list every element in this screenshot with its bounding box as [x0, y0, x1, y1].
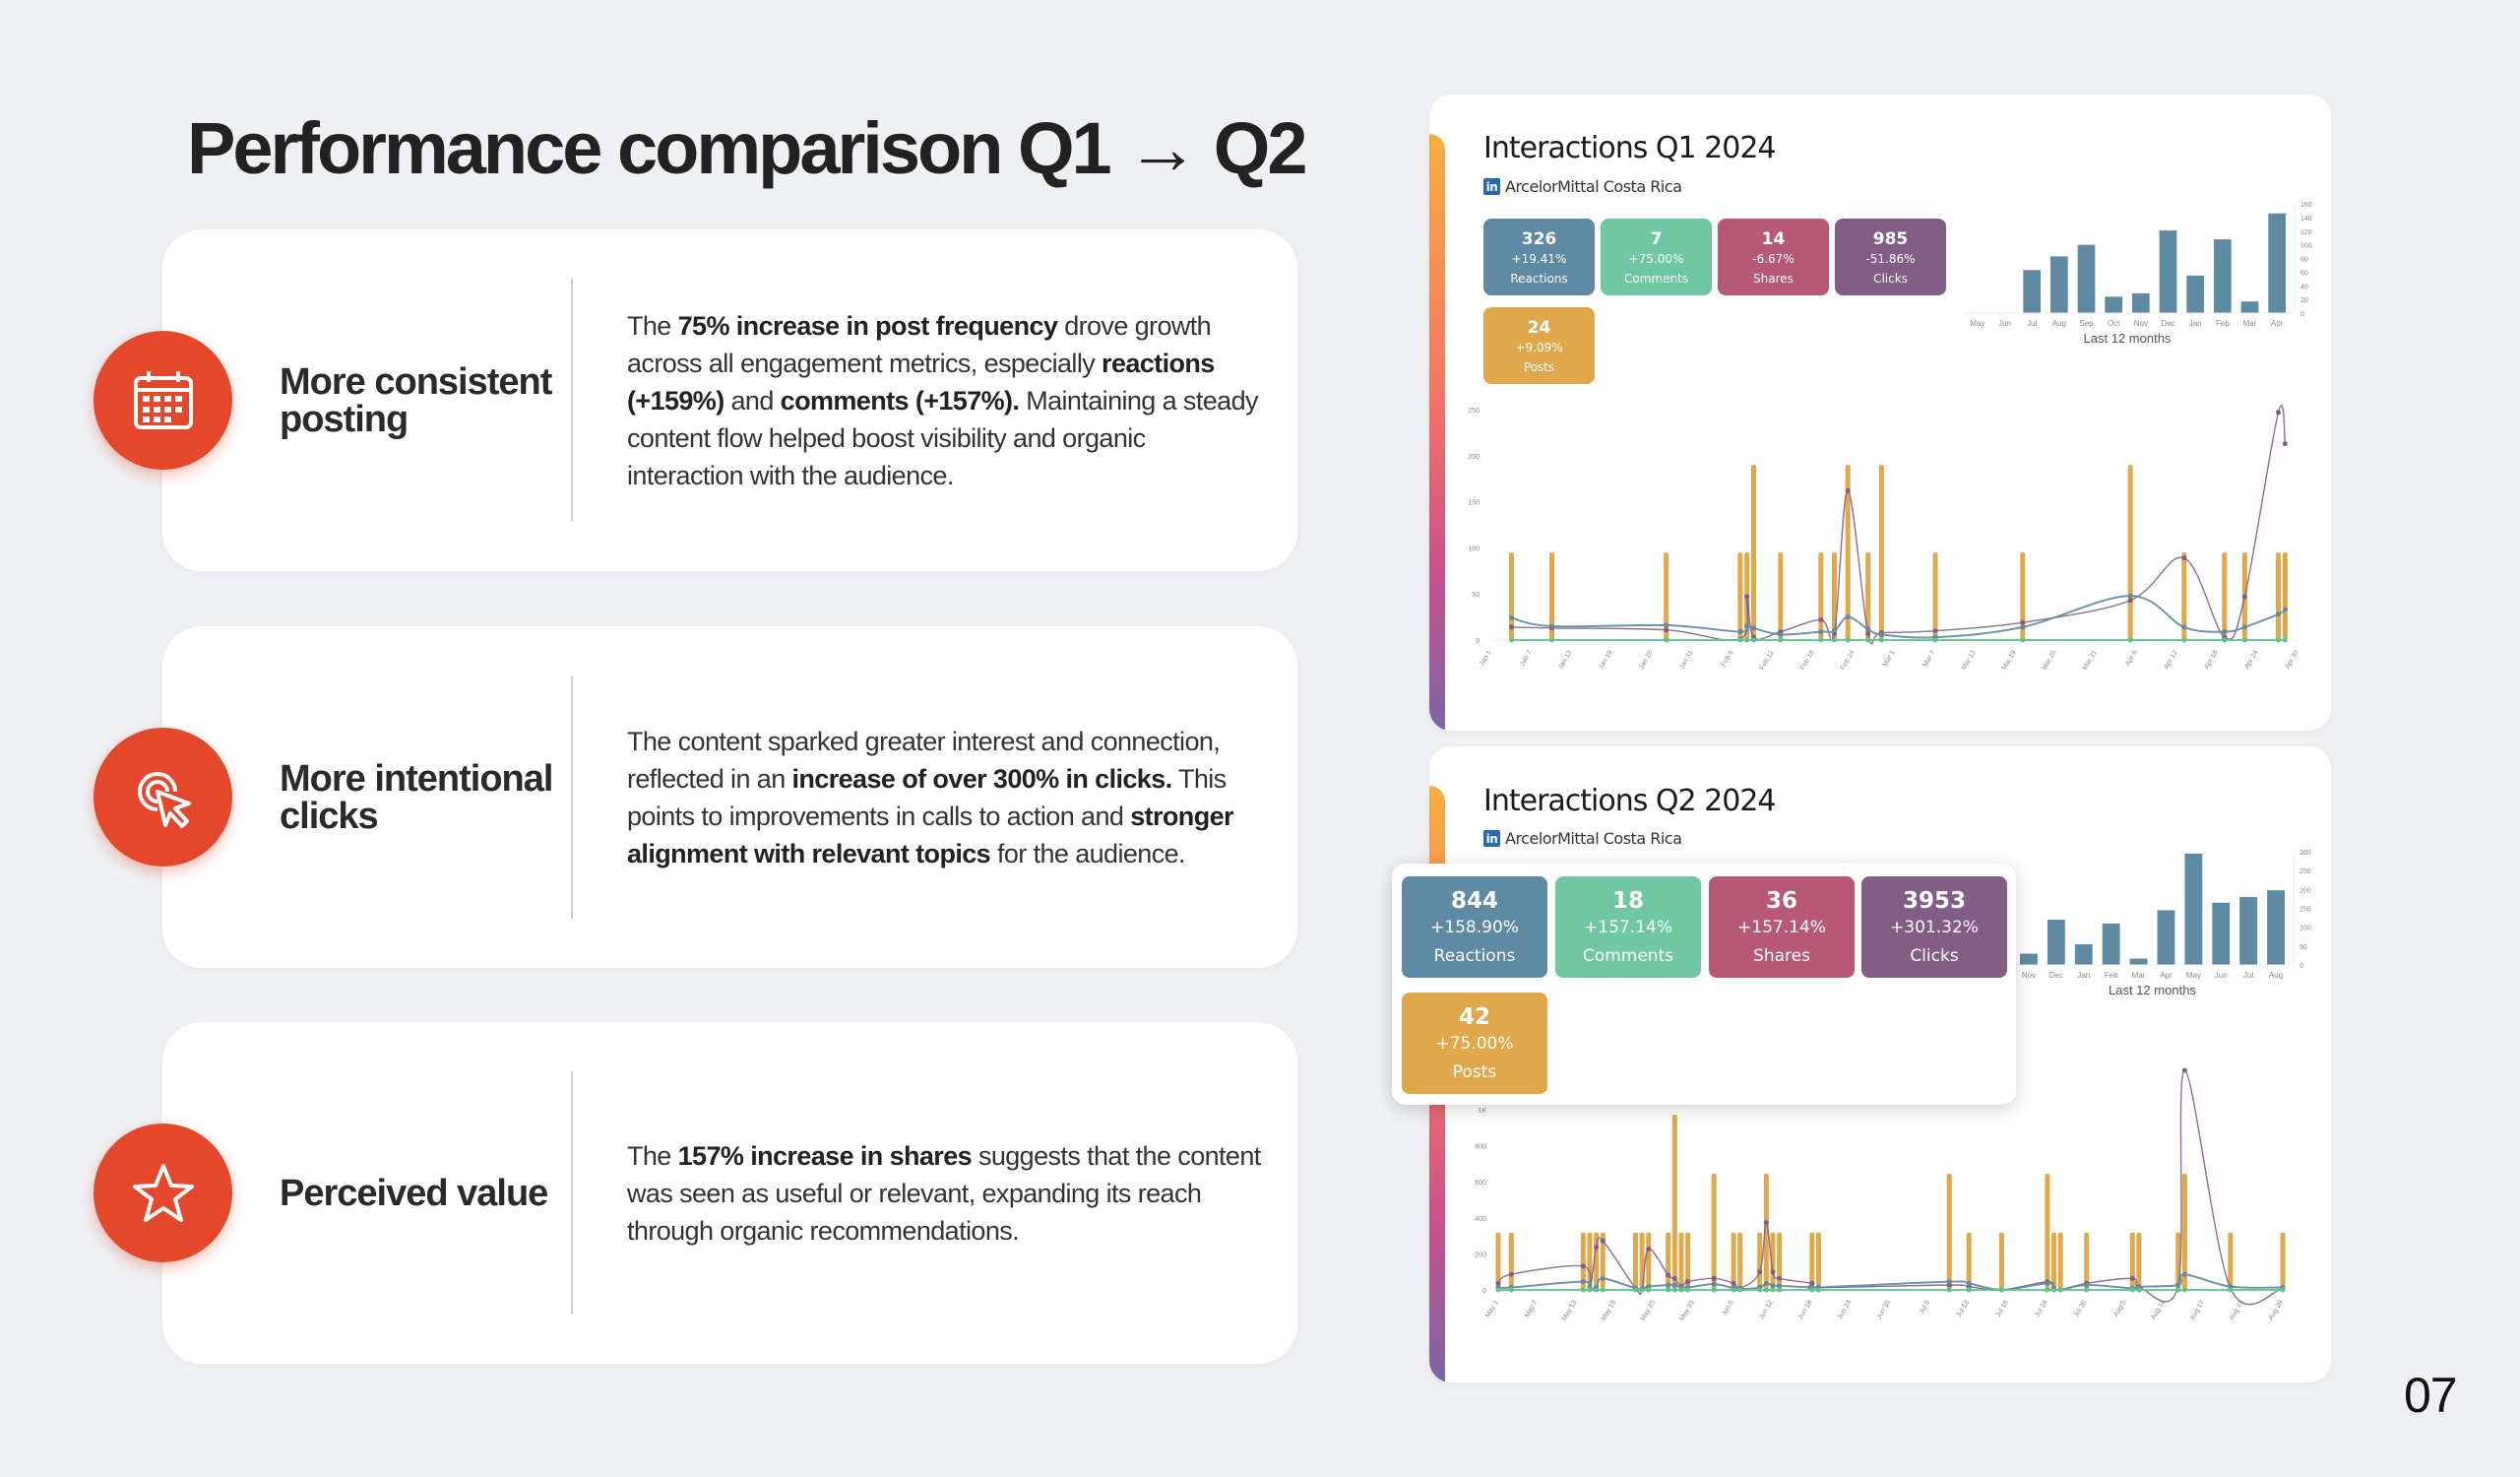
- account-name: in ArcelorMittal Costa Rica: [1483, 177, 1682, 196]
- q1-interactions-panel: Interactions Q1 2024 in ArcelorMittal Cos…: [1429, 95, 2331, 731]
- bold-text: increase of over 300% in clicks.: [791, 763, 1173, 794]
- stat-label: Posts: [1523, 359, 1555, 374]
- stat-label: Comments: [1623, 271, 1689, 286]
- stat-label: Comments: [1582, 946, 1674, 966]
- card-label: Perceived value: [280, 1022, 575, 1364]
- account-label: ArcelorMittal Costa Rica: [1505, 829, 1682, 848]
- stat-value: 14: [1761, 228, 1786, 249]
- text: The: [627, 1140, 678, 1171]
- card-label-text: More intentional clicks: [280, 757, 553, 837]
- stat-tile-clicks: 985 -51.86% Clicks: [1835, 219, 1946, 295]
- stat-value: 42: [1458, 1004, 1490, 1030]
- stat-tile-reactions: 326 +19.41% Reactions: [1483, 219, 1595, 295]
- stat-change: +301.32%: [1890, 918, 1979, 937]
- stat-value: 844: [1450, 888, 1498, 914]
- card-description: The 75% increase in post frequency drove…: [627, 229, 1267, 571]
- text: This points to improvements in calls to …: [627, 763, 1227, 831]
- panel-title: Interactions Q1 2024: [1483, 131, 1777, 165]
- icon-circle: [94, 331, 232, 470]
- stat-value: 7: [1650, 228, 1663, 249]
- divider: [571, 675, 573, 919]
- stat-label: Clicks: [1873, 271, 1908, 286]
- stat-value: 24: [1527, 317, 1551, 338]
- stat-change: +19.41%: [1511, 251, 1567, 266]
- card-label: More intentional clicks: [280, 626, 575, 968]
- stat-tile-clicks: 3953 +301.32% Clicks: [1861, 876, 2007, 978]
- insight-card: Perceived value The 157% increase in sha…: [94, 1022, 1297, 1364]
- stat-change: +158.90%: [1430, 918, 1519, 937]
- stat-change: +157.14%: [1584, 918, 1672, 937]
- bold-text: 75% increase in post frequency: [677, 310, 1058, 341]
- text: The content sparked greater interest and…: [627, 726, 1221, 794]
- stat-label: Shares: [1753, 271, 1794, 286]
- card-description: The content sparked greater interest and…: [627, 626, 1267, 968]
- stat-change: +9.09%: [1515, 340, 1563, 354]
- stat-label: Clicks: [1910, 946, 1959, 966]
- cursor-click-icon: [128, 762, 199, 833]
- text: and: [724, 385, 781, 416]
- stat-tile-comments: 18 +157.14% Comments: [1555, 876, 1701, 978]
- icon-circle: [94, 728, 232, 867]
- linkedin-icon: in: [1483, 830, 1500, 847]
- stat-tile-comments: 7 +75.00% Comments: [1601, 219, 1712, 295]
- page-number: 07: [2404, 1368, 2458, 1423]
- stat-value: 36: [1765, 888, 1797, 914]
- bold-text: comments (+157%).: [780, 385, 1020, 416]
- stat-change: -6.67%: [1752, 251, 1795, 266]
- stat-change: +75.00%: [1628, 251, 1684, 266]
- stat-label: Reactions: [1433, 946, 1516, 966]
- insight-card: More consistent posting The 75% increase…: [94, 229, 1297, 571]
- account-name: in ArcelorMittal Costa Rica: [1483, 829, 1682, 848]
- card-label-text: More consistent posting: [280, 360, 552, 440]
- stat-value: 18: [1611, 888, 1644, 914]
- card-label: More consistent posting: [280, 229, 575, 571]
- page-title: Performance comparison Q1 → Q2: [187, 107, 1308, 189]
- insight-card: More intentional clicks The content spar…: [94, 626, 1297, 968]
- text: for the audience.: [990, 838, 1186, 868]
- stat-label: Shares: [1753, 946, 1810, 966]
- divider: [571, 1071, 573, 1315]
- stat-change: +75.00%: [1435, 1034, 1514, 1054]
- bold-text: reactions (+159%): [627, 348, 1215, 416]
- gradient-stripe: [1429, 134, 1445, 731]
- stat-label: Posts: [1452, 1062, 1497, 1082]
- stat-tile-posts: 24 +9.09% Posts: [1483, 307, 1595, 384]
- text: Maintaining a steady content flow helped…: [627, 385, 1258, 490]
- bold-text: stronger alignment with relevant topics: [627, 801, 1234, 868]
- divider: [571, 279, 573, 522]
- icon-circle: [94, 1124, 232, 1262]
- stat-value: 3953: [1902, 888, 1966, 914]
- card-description: The 157% increase in shares suggests tha…: [627, 1022, 1267, 1364]
- text: suggests that the content was seen as us…: [627, 1140, 1261, 1246]
- card-label-text: Perceived value: [280, 1172, 548, 1214]
- stat-tile-reactions: 844 +158.90% Reactions: [1402, 876, 1547, 978]
- stat-change: -51.86%: [1865, 251, 1916, 266]
- account-label: ArcelorMittal Costa Rica: [1505, 177, 1682, 196]
- calendar-icon: [129, 366, 198, 435]
- text: drove growth across all engagement metri…: [627, 310, 1212, 378]
- stat-change: +157.14%: [1737, 918, 1826, 937]
- star-icon: [129, 1159, 198, 1228]
- text: The: [627, 310, 678, 341]
- panel-title: Interactions Q2 2024: [1483, 784, 1777, 818]
- stat-value: 985: [1872, 228, 1909, 249]
- stat-label: Reactions: [1510, 271, 1568, 286]
- bold-text: 157% increase in shares: [677, 1140, 973, 1171]
- stat-value: 326: [1521, 228, 1557, 249]
- stat-tile-shares: 14 -6.67% Shares: [1718, 219, 1829, 295]
- linkedin-icon: in: [1483, 178, 1500, 195]
- stat-tile-shares: 36 +157.14% Shares: [1709, 876, 1855, 978]
- stat-tile-posts: 42 +75.00% Posts: [1402, 993, 1547, 1094]
